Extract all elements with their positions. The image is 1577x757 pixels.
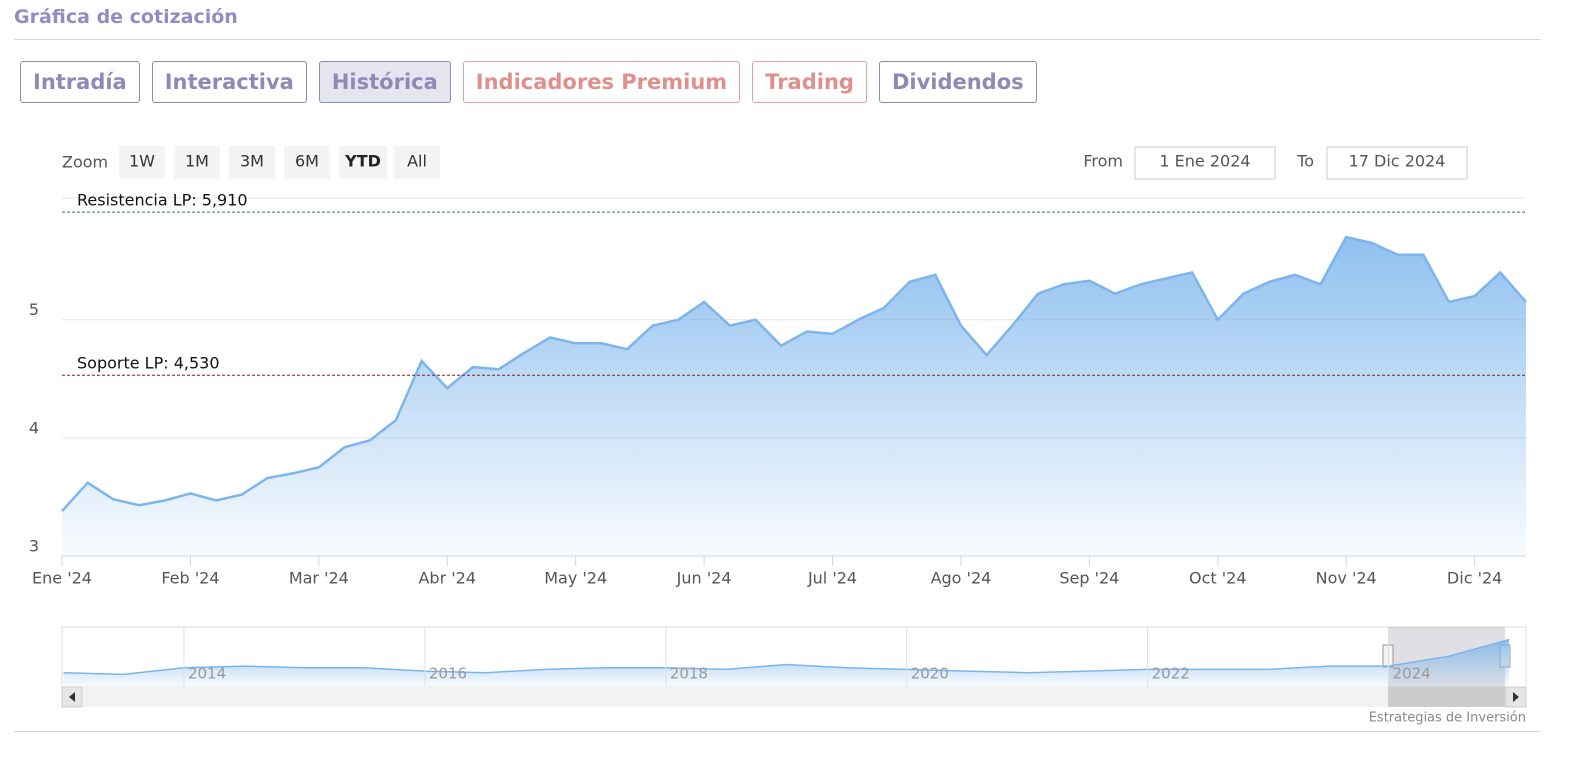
- x-tick-label: Dic '24: [1447, 569, 1502, 588]
- x-tick-label: May '24: [544, 569, 607, 588]
- zoom-button-label: 1M: [185, 152, 209, 171]
- x-tick-label: Nov '24: [1316, 569, 1377, 588]
- area-fill: [63, 639, 1509, 686]
- zoom-button[interactable]: [119, 146, 165, 179]
- navigator-label: 2024: [1393, 665, 1431, 683]
- tab-bar: Intradía Interactiva Histórica Indicador…: [20, 61, 1037, 103]
- zoom-button[interactable]: [174, 146, 220, 179]
- x-tick-label: Sep '24: [1059, 569, 1119, 588]
- navigator-label: 2018: [670, 665, 708, 683]
- from-value: 1 Ene 2024: [1159, 152, 1250, 171]
- divider: [14, 39, 1541, 40]
- level-label: Resistencia LP: 5,910: [77, 191, 248, 210]
- page-title: Gráfica de cotización: [14, 6, 238, 28]
- x-tick-label: Jul '24: [807, 569, 857, 588]
- tab[interactable]: Trading: [752, 61, 867, 103]
- zoom-button-label: All: [407, 152, 427, 171]
- tab[interactable]: Intradía: [20, 61, 140, 103]
- navigator-handle[interactable]: [1382, 644, 1394, 668]
- arrow-icon: [69, 692, 75, 702]
- divider: [14, 731, 1541, 732]
- y-tick-label: 5: [29, 300, 39, 319]
- zoom-button[interactable]: [339, 146, 387, 179]
- price-line: [63, 638, 1510, 676]
- from-label: From: [1083, 152, 1123, 171]
- y-tick-label: 4: [29, 418, 39, 437]
- x-tick-label: Abr '24: [418, 569, 476, 588]
- x-tick-label: Oct '24: [1189, 569, 1247, 588]
- to-input[interactable]: [1326, 146, 1468, 180]
- zoom-button-label: YTD: [344, 152, 381, 171]
- x-tick-label: Jun '24: [676, 569, 732, 588]
- tab[interactable]: Interactiva: [151, 61, 307, 103]
- zoom-button[interactable]: [284, 146, 330, 179]
- tab[interactable]: Indicadores Premium: [462, 61, 741, 103]
- to-value: 17 Dic 2024: [1349, 152, 1446, 171]
- tab[interactable]: Histórica: [318, 61, 451, 103]
- navigator-label: 2022: [1152, 665, 1190, 683]
- x-tick-label: Feb '24: [161, 569, 219, 588]
- zoom-label: Zoom: [62, 153, 108, 172]
- navigator-label: 2014: [188, 665, 226, 683]
- credit: Estrategias de Inversión: [1369, 711, 1526, 726]
- scrollbar-thumb[interactable]: [1388, 687, 1505, 707]
- area-fill: [62, 237, 1526, 556]
- zoom-button[interactable]: [229, 146, 275, 179]
- arrow-icon: [1513, 692, 1519, 702]
- zoom-button-label: 3M: [240, 152, 264, 171]
- zoom-button[interactable]: [394, 146, 440, 179]
- scrollbar-track: [62, 687, 1526, 707]
- tab[interactable]: Dividendos: [878, 61, 1037, 103]
- y-tick-label: 3: [29, 537, 39, 556]
- navigator-label: 2020: [911, 665, 949, 683]
- x-tick-label: Ene '24: [32, 569, 92, 588]
- to-label: To: [1296, 152, 1314, 171]
- x-tick-label: Ago '24: [931, 569, 992, 588]
- price-line: [61, 235, 1527, 512]
- x-tick-label: Mar '24: [289, 569, 349, 588]
- level-label: Soporte LP: 4,530: [77, 354, 220, 373]
- navigator-label: 2016: [429, 665, 467, 683]
- from-input[interactable]: [1134, 146, 1276, 180]
- zoom-button-label: 1W: [129, 152, 155, 171]
- zoom-button-label: 6M: [295, 152, 319, 171]
